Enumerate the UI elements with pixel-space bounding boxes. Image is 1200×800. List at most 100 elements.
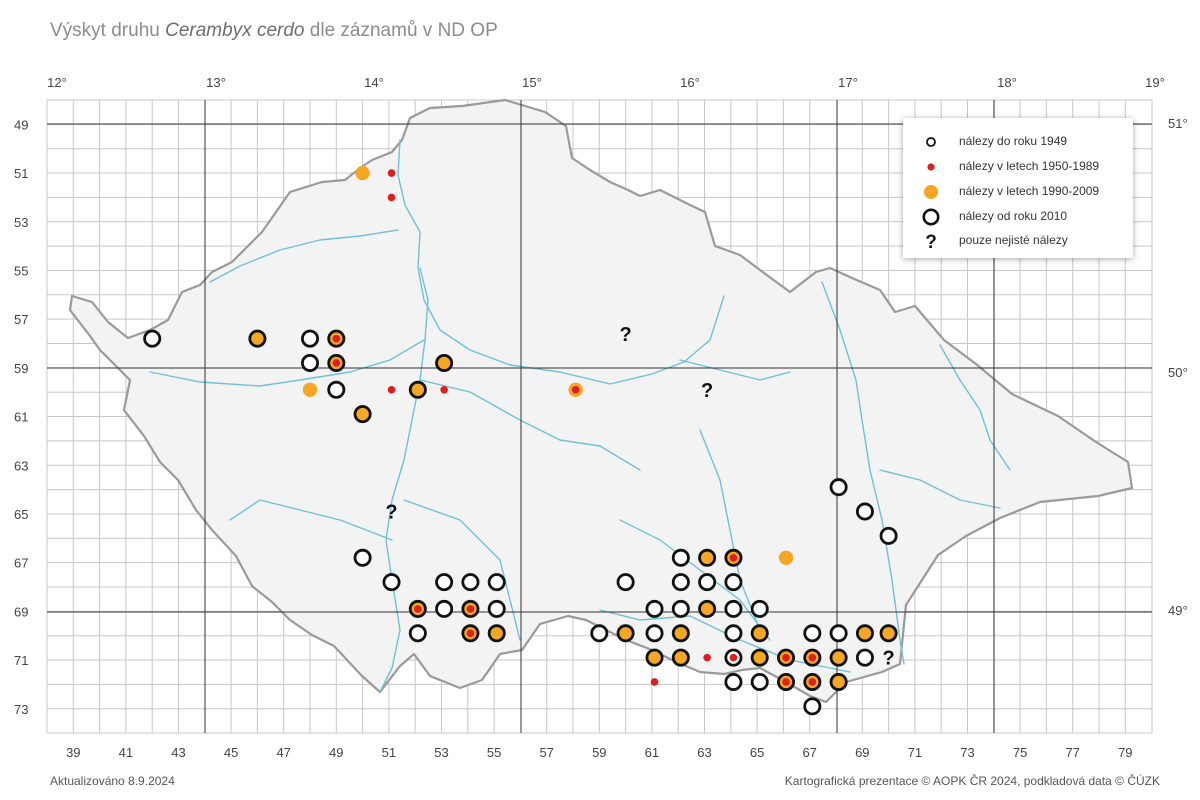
grid-col-label: 57 xyxy=(539,745,553,760)
grid-row-label: 69 xyxy=(14,604,28,619)
grid-col-label: 51 xyxy=(382,745,396,760)
circle-2010 xyxy=(724,599,743,618)
circle-2010 xyxy=(698,599,717,618)
circle-2010 xyxy=(353,548,372,567)
dot-1950-1989 xyxy=(650,678,659,686)
circle-2010 xyxy=(829,672,848,691)
record-marker xyxy=(750,648,769,667)
record-marker xyxy=(829,478,848,497)
river-orlice xyxy=(679,359,791,381)
circle-2010 xyxy=(143,329,162,348)
circle-2010 xyxy=(855,624,874,643)
map-title: Výskyt druhu Cerambyx cerdo dle záznamů … xyxy=(50,20,498,42)
circle-2010 xyxy=(879,526,898,545)
record-marker xyxy=(879,526,898,545)
circle-2010 xyxy=(671,548,690,567)
longitude-label: 18° xyxy=(997,75,1017,90)
grid-row-label: 49 xyxy=(14,117,28,132)
record-marker xyxy=(440,385,448,394)
record-marker xyxy=(302,382,318,397)
circle-2010 xyxy=(829,624,848,643)
uncertain-record-mark: ? xyxy=(882,648,894,670)
longitude-label: 14° xyxy=(364,75,384,90)
record-marker xyxy=(387,193,396,202)
record-marker xyxy=(724,672,743,691)
grid-col-label: 61 xyxy=(645,745,659,760)
record-marker xyxy=(777,672,796,691)
grid-col-label: 49 xyxy=(329,745,343,760)
legend-item-1950-1989: nálezy v letech 1950-1989 xyxy=(903,155,1133,179)
country-border xyxy=(68,98,1134,704)
circle-2010 xyxy=(435,353,454,372)
circle-2010 xyxy=(724,624,743,643)
updated-date: Aktualizováno 8.9.2024 xyxy=(50,774,175,788)
record-marker xyxy=(855,502,874,521)
dot-1950-1989 xyxy=(571,385,580,394)
grid-row-label: 53 xyxy=(14,215,28,230)
river-becva xyxy=(879,469,1001,509)
record-marker xyxy=(355,165,370,181)
circle-2010 xyxy=(803,697,822,716)
dot-1950-1989 xyxy=(782,678,790,686)
record-marker xyxy=(645,624,664,643)
record-marker xyxy=(461,573,480,592)
record-marker xyxy=(671,573,690,592)
legend-label: nálezy v letech 1950-1989 xyxy=(959,159,1100,173)
grid-col-label: 45 xyxy=(224,745,238,760)
record-marker xyxy=(387,169,396,177)
uncertain-record-mark: ? xyxy=(385,502,397,524)
record-marker xyxy=(778,550,794,565)
dot-1950-1989 xyxy=(440,385,448,394)
circle-2010 xyxy=(750,648,769,667)
grid-col-label: 77 xyxy=(1065,745,1079,760)
dot-1950-1989 xyxy=(729,653,738,662)
dot-1950-1989 xyxy=(332,359,341,367)
river-elbe-upper xyxy=(397,139,725,385)
axis-labels: 12° 13° 14° 15° 16° 17° 18° 19° 51° 50° 49° 49 51 53 5… xyxy=(14,75,1188,760)
circle-2010 xyxy=(645,624,664,643)
grid-col-label: 75 xyxy=(1013,745,1027,760)
record-marker: ? xyxy=(701,380,713,402)
record-marker xyxy=(645,599,664,618)
record-marker xyxy=(353,405,372,424)
record-marker xyxy=(327,353,346,372)
record-marker xyxy=(671,599,690,618)
river-dyje xyxy=(599,609,851,673)
grid-col-label: 43 xyxy=(171,745,185,760)
grid-row-label: 51 xyxy=(14,166,28,181)
record-marker xyxy=(855,648,874,667)
legend-label: pouze nejisté nálezy xyxy=(959,233,1068,247)
circle-2010 xyxy=(750,624,769,643)
record-marker xyxy=(487,573,506,592)
longitude-label: 16° xyxy=(680,75,700,90)
longitude-label: 13° xyxy=(206,75,226,90)
record-marker xyxy=(829,624,848,643)
circle-2010 xyxy=(671,624,690,643)
record-marker xyxy=(408,599,427,618)
circle-2010 xyxy=(645,648,664,667)
dot-1950-1989 xyxy=(782,653,790,662)
grid-row-label: 55 xyxy=(14,263,28,278)
grid-col-label: 41 xyxy=(119,745,133,760)
record-marker xyxy=(300,329,319,348)
river-svratka xyxy=(699,429,761,631)
record-marker xyxy=(616,573,635,592)
circle-2010 xyxy=(645,599,664,618)
record-marker xyxy=(724,624,743,643)
record-marker xyxy=(461,599,480,618)
grid-col-label: 73 xyxy=(960,745,974,760)
record-marker xyxy=(750,672,769,691)
circle-2010 xyxy=(829,648,848,667)
dot-1950-1989 xyxy=(387,193,396,202)
record-marker xyxy=(671,624,690,643)
legend-item-1990-2009: nálezy v letech 1990-2009 xyxy=(903,180,1133,204)
record-marker xyxy=(803,624,822,643)
circle-2010 xyxy=(671,599,690,618)
record-marker xyxy=(671,548,690,567)
orange-dot-icon xyxy=(924,185,938,199)
legend-label: nálezy do roku 1949 xyxy=(959,134,1068,148)
record-marker xyxy=(724,599,743,618)
river-ohre xyxy=(209,229,399,283)
dot-1950-1989 xyxy=(387,169,396,177)
dot-1950-1989 xyxy=(729,553,738,562)
